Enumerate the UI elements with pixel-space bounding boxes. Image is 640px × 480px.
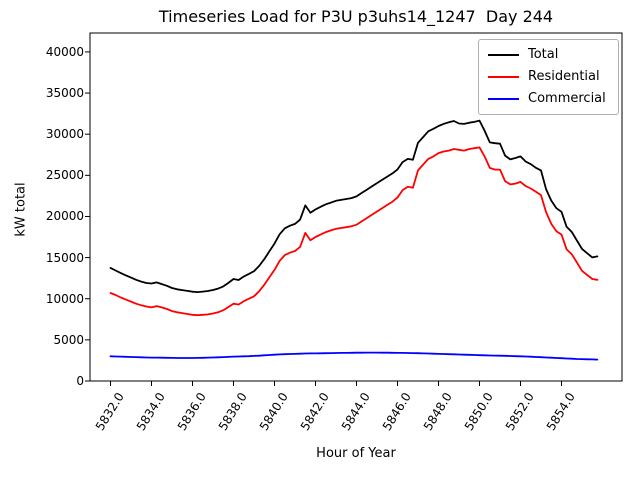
y-tick-label: 30000 [45,127,84,142]
legend-line-commercial-swatch [488,98,519,100]
legend-line-residential-swatch [488,76,519,78]
y-tick-label: 35000 [45,86,84,101]
y-tick-label: 40000 [45,44,84,59]
y-tick-label: 15000 [45,250,84,265]
legend-entry-total: Total [488,47,609,63]
y-tick-label: 10000 [45,291,84,306]
legend-label-total: Total [528,47,559,62]
y-tick-label: 20000 [45,209,84,224]
chart-title: Timeseries Load for P3U p3uhs14_1247 Day… [158,7,554,26]
y-tick-label: 0 [76,374,84,388]
legend-line-total-swatch [488,54,519,56]
total-line [109,119,599,294]
axes-frame [89,32,623,382]
legend-label-commercial: Commercial [528,91,606,106]
commercial-line [109,351,599,361]
legend-entry-commercial: Commercial [488,91,609,107]
y-tick-label: 5000 [53,332,84,347]
legend: Total Residential Commercial [478,39,619,115]
legend-entry-residential: Residential [488,69,609,85]
y-tick-label: 25000 [45,168,84,183]
residential-line [109,146,599,317]
x-axis-label: Hour of Year [316,446,396,461]
legend-label-residential: Residential [528,69,600,84]
